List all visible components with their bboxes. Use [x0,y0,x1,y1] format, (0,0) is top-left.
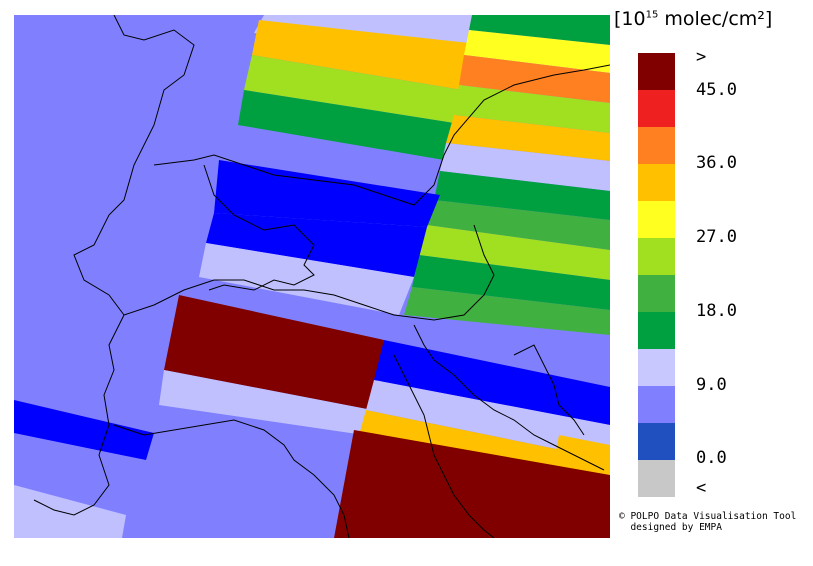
legend-label-0: 0.0 [696,448,727,468]
legend-unit-title: [1015 molec/cm²] [614,8,772,30]
swath-orange-coast [554,435,610,475]
swath-green-right-2 [434,171,610,220]
swath-lightgreen-right [454,85,610,133]
swath-light-2 [159,370,372,435]
legend-label-36: 36.0 [696,153,737,173]
credit-line-2: designed by EMPA [630,522,722,533]
legend-label-lt: < [696,478,707,498]
legend-color-bar [638,53,675,497]
swath-darkred-2 [334,430,610,538]
swath-green-1 [238,90,454,160]
credit-text: © POLPO Data Visualisation Tool designed… [619,511,796,533]
legend-swatch-8 [638,349,675,386]
swath-orange-right-3 [359,410,610,475]
swath-green-right-3 [427,200,610,250]
credit-line-1: © POLPO Data Visualisation Tool [619,511,797,522]
swath-orange-right [459,55,610,103]
legend-swatch-11 [638,460,675,497]
swath-light-bottom-left [14,485,126,538]
legend-label-18: 18.0 [696,301,737,321]
legend-label-27: 27.0 [696,227,737,247]
swath-blue-right [374,340,610,425]
legend-swatch-9 [638,386,675,423]
swath-darkred-1 [164,295,384,410]
country-borders [33,15,610,538]
swath-light-right-2 [366,380,610,460]
legend-swatch-2 [638,127,675,164]
legend-swatch-0 [638,53,675,90]
swath-lightgreen-1 [244,55,462,123]
swath-green-top-right [469,15,610,45]
swath-blue-1 [214,160,440,227]
legend-label-9: 9.0 [696,375,727,395]
swath-orange-1 [252,20,469,90]
swath-green-right-4 [412,255,610,310]
legend-unit-exponent: 15 [645,9,659,21]
swath-light-right [440,143,610,191]
legend-label-45: 45.0 [696,80,737,100]
swath-green-right-5 [404,287,610,335]
legend-swatch-3 [638,164,675,201]
legend-swatch-1 [638,90,675,127]
legend-swatch-4 [638,201,675,238]
swath-lightgreen-right-2 [419,225,610,280]
legend-unit-prefix: [10 [614,8,646,30]
legend-swatch-10 [638,423,675,460]
legend-swatch-6 [638,275,675,312]
legend-unit-suffix: molec/cm²] [658,8,773,30]
legend-swatch-5 [638,238,675,275]
swath-orange-right-2 [446,115,610,161]
legend-swatch-7 [638,312,675,349]
swath-blue-left [14,400,154,460]
no2-column-map[interactable] [14,15,610,538]
swath-yellow-top-right [464,30,610,73]
legend-label-gt: > [696,47,707,67]
map-canvas [14,15,610,538]
